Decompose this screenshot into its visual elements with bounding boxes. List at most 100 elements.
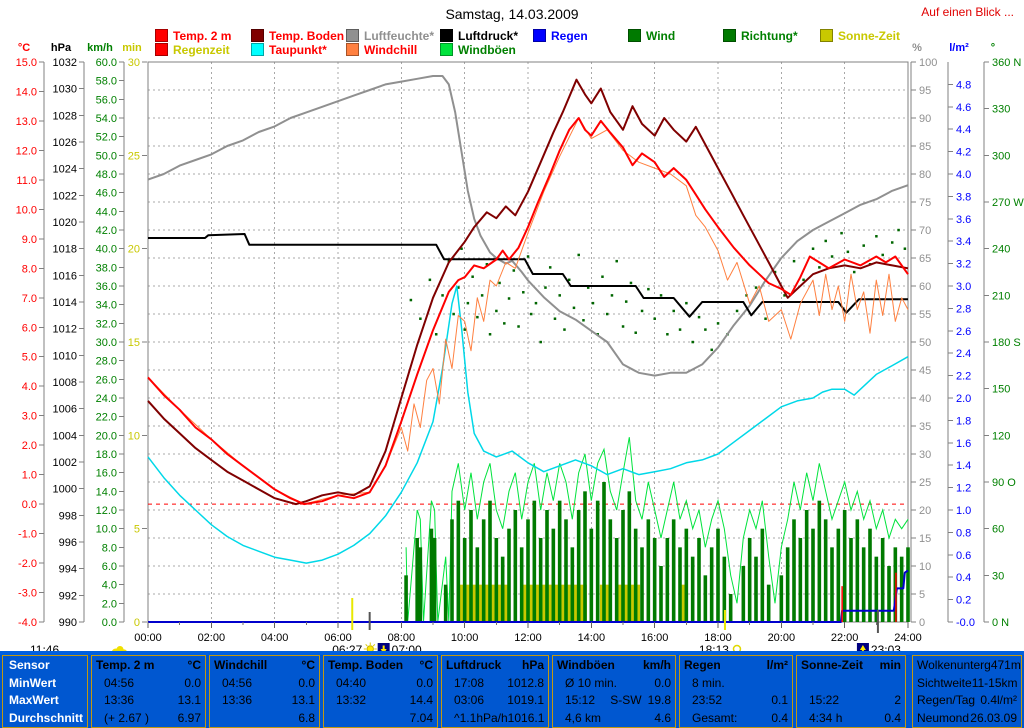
table-cell-time: (+ 2.67 ) [104, 711, 150, 726]
axis-tick-label: 7.0 [22, 293, 37, 305]
table-cell-time: 4:34 h [809, 711, 843, 726]
info-row-label: Sichtweite [917, 675, 972, 690]
axis-tick-label: 1020 [53, 217, 77, 229]
wind-bar [868, 528, 872, 622]
axis-tick-label: 48.0 [96, 169, 117, 181]
wind-direction-dot [517, 325, 520, 328]
legend-item-richtung-[interactable]: Richtung* [723, 28, 798, 43]
axis-tick-label: 1022 [53, 190, 77, 202]
axis-tick-label: 80 [919, 169, 931, 181]
legend-label: Richtung* [741, 28, 798, 43]
wind-bar [830, 547, 834, 622]
legend-item-wind[interactable]: Wind [628, 29, 675, 43]
wind-bar [443, 584, 448, 622]
axis-tick-label: 25 [919, 477, 931, 489]
wind-bar [804, 510, 809, 622]
wind-direction-dot [503, 322, 506, 325]
table-cell-value: 0.0 [654, 675, 671, 690]
axis-tick-label: 3.6 [956, 214, 971, 226]
legend-item-temp-2-m[interactable]: Temp. 2 m [155, 29, 231, 43]
axis-tick-label: 0.2 [956, 595, 971, 607]
table-row: ^1.1hPa/h 1016.1 [442, 709, 548, 727]
series-temp-boden [147, 78, 909, 506]
table-row: 04:40 0.0 [324, 674, 437, 692]
axis-tick-label: 1.4 [956, 460, 971, 472]
table-cell-value: 1012.8 [507, 675, 544, 690]
x-axis-label: 24:00 [894, 632, 922, 644]
legend-item-sonne-zeit[interactable]: Sonne-Zeit [820, 28, 900, 43]
legend-label: Windböen [458, 42, 516, 57]
wind-direction-dot [434, 333, 438, 336]
wind-bar [646, 519, 651, 622]
wind-direction-dot [672, 309, 675, 313]
wind-bar [678, 547, 682, 622]
table-cell-value: 6.97 [177, 711, 201, 726]
table-col-luftdruck: Luftdruck hPa 17:08 1012.8 03:06 1019.1 ^1.1hP… [441, 655, 549, 728]
table-cell-time: 04:56 [104, 675, 135, 690]
table-cell-value: 7.04 [409, 711, 433, 726]
wind-bar [494, 538, 499, 622]
wind-bar [817, 500, 822, 622]
legend-item-regen[interactable]: Regen [533, 29, 588, 43]
wind-direction-dot [452, 312, 455, 316]
legend-item-windb-en[interactable]: Windböen [440, 42, 516, 57]
legend-color-box [820, 29, 833, 42]
legend-label: Sonne-Zeit [838, 28, 900, 43]
table-row: 17:08 1012.8 [442, 674, 548, 692]
axis-tick-label: 1010 [53, 350, 77, 362]
table-col-header: Temp. 2 m [96, 657, 155, 672]
axis-tick-label: 6.0 [22, 322, 37, 334]
wind-bar [703, 575, 708, 622]
legend-color-box [440, 29, 453, 42]
legend-item-luftdruck-[interactable]: Luftdruck* [440, 29, 518, 43]
wind-bar [532, 500, 537, 622]
axis-tick-label: 990 [59, 617, 77, 629]
axis-unit-label: % [912, 42, 922, 54]
axis-tick-label: 42.0 [96, 225, 117, 237]
table-row: 4,6 km 4.6 [553, 709, 675, 727]
table-row: (+ 2.67 ) 6.97 [92, 709, 205, 727]
wind-direction-dot [480, 294, 484, 297]
legend-item-windchill[interactable]: Windchill [346, 43, 417, 57]
series-taupunkt [147, 285, 909, 564]
wind-bar [792, 519, 796, 622]
axis-tick-label: 9.0 [22, 234, 37, 246]
axis-tick-label: 330 [992, 104, 1010, 116]
axis-tick-label: 4.2 [956, 147, 971, 159]
axis-tick-label: 210 [992, 290, 1010, 302]
table-col-unit: km/h [642, 657, 671, 672]
wind-direction-dot [488, 333, 492, 336]
table-cell-time: 13:36 [104, 693, 135, 708]
legend-item-luftfeuchte-[interactable]: Luftfeuchte* [346, 29, 434, 43]
wind-direction-dot [621, 325, 625, 328]
table-col-unit: °C [419, 657, 433, 672]
legend-color-box [723, 29, 736, 42]
axis-tick-label: 1.0 [22, 470, 37, 482]
wind-bar [716, 528, 720, 622]
legend-label: Taupunkt* [269, 42, 327, 57]
axis-tick-label: 10 [128, 430, 140, 442]
wind-bar [415, 538, 419, 622]
wind-bar [456, 500, 461, 622]
legend-item-taupunkt-[interactable]: Taupunkt* [251, 42, 327, 57]
wind-direction-dot [507, 297, 511, 300]
axis-tick-label: 0.0 [22, 499, 37, 511]
axis-tick-label: 15 [128, 337, 140, 349]
axis-tick-label: 2.8 [956, 303, 971, 315]
table-row: Regen l/m² [680, 656, 792, 674]
axis-tick-label: 20 [128, 244, 140, 256]
table-cell-time: Gesamt: [692, 711, 738, 726]
legend-item-regenzeit[interactable]: Regenzeit [155, 43, 230, 57]
axis-tick-label: 992 [59, 590, 77, 602]
axis-tick-label: 14.0 [96, 486, 117, 498]
wind-direction-dot [710, 348, 713, 352]
axis-tick-label: 32.0 [96, 318, 117, 330]
table-cell-value: 1019.1 [507, 693, 544, 708]
legend-item-temp-boden[interactable]: Temp. Boden [251, 29, 344, 43]
table-col-unit: hPa [521, 657, 544, 672]
wind-bar [659, 566, 663, 622]
table-row: 03:06 1019.1 [442, 692, 548, 710]
quick-view-link[interactable]: Auf einen Blick ... [921, 5, 1014, 19]
axis-tick-label: 40 [919, 393, 931, 405]
